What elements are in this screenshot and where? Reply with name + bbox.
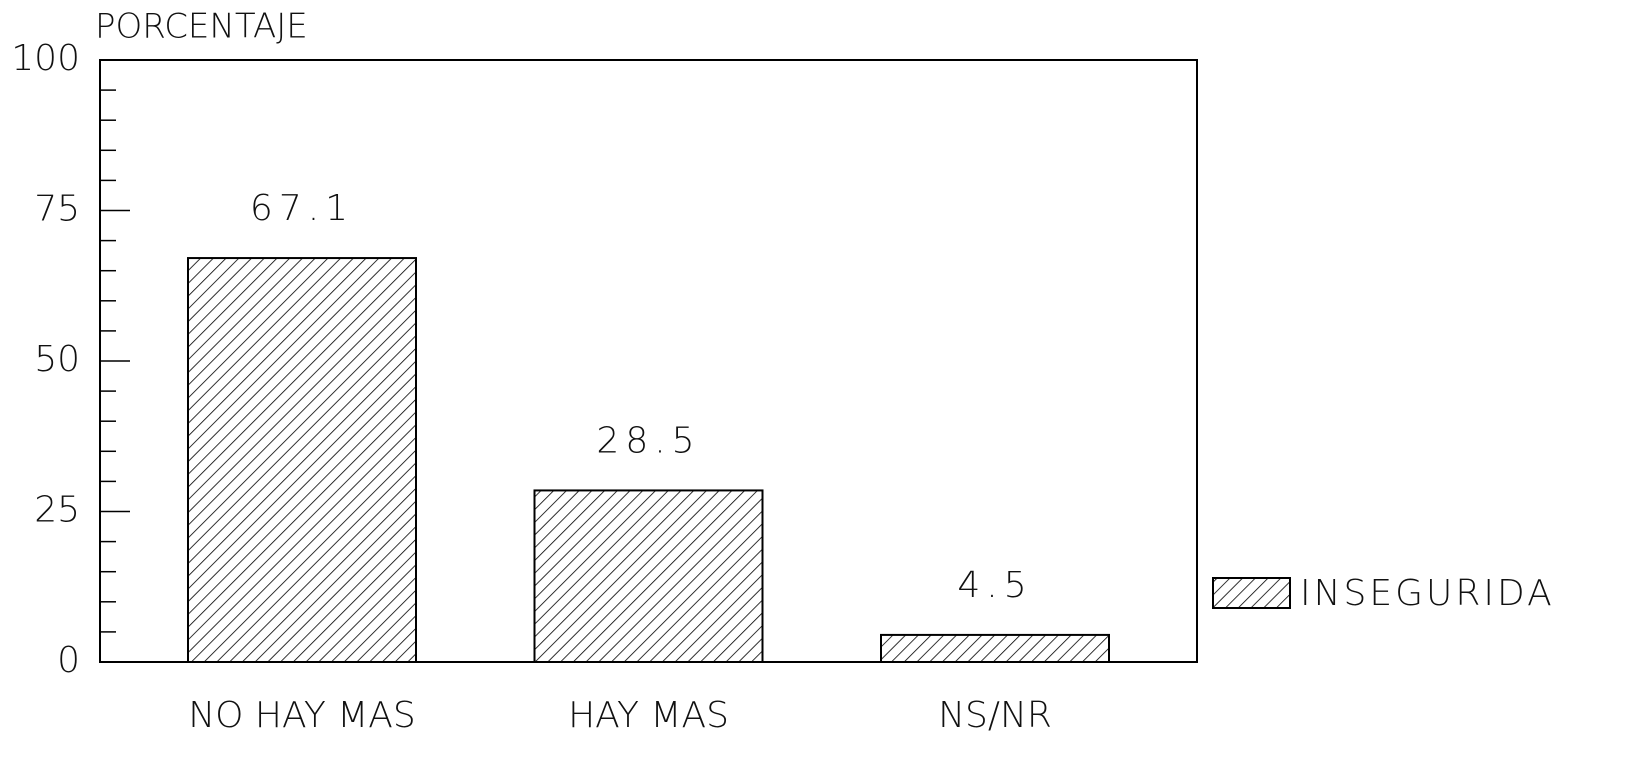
data-label: 4.5 [957, 565, 1032, 606]
y-tick-label: 75 [34, 189, 80, 230]
bar [533, 489, 764, 663]
y-tick-label: 0 [57, 640, 80, 681]
y-tick-label: 50 [34, 339, 80, 380]
y-tick-label: 100 [11, 38, 80, 79]
x-tick-label: NS/NR [938, 695, 1052, 736]
data-label: 28.5 [596, 420, 700, 461]
data-label: 67.1 [250, 188, 354, 229]
x-tick-label: NO HAY MAS [188, 695, 416, 736]
y-tick-label: 25 [34, 490, 80, 531]
x-tick-label: HAY MAS [568, 695, 729, 736]
legend-swatch [1212, 577, 1291, 609]
bar [880, 633, 1110, 663]
y-axis-label: PORCENTAJE [95, 7, 308, 47]
legend-label: INSEGURIDA [1300, 573, 1555, 614]
bar [187, 257, 417, 663]
